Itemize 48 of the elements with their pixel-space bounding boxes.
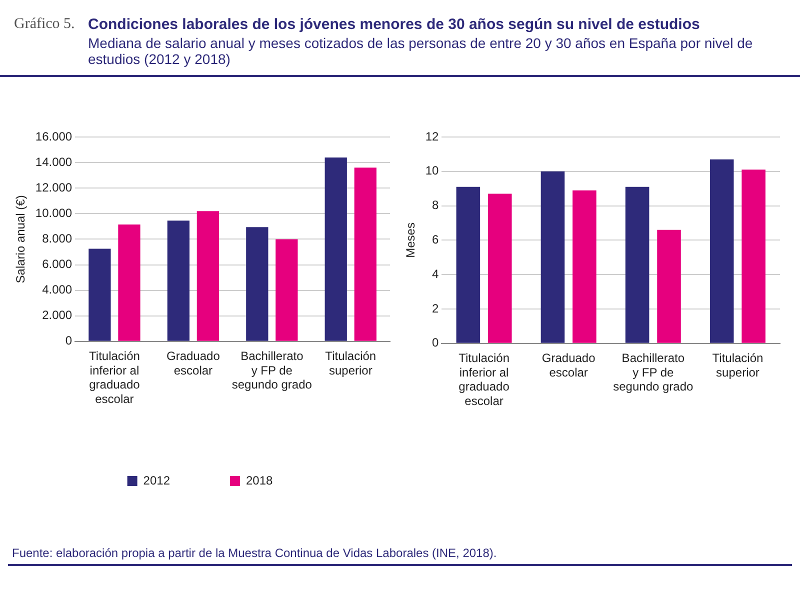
- bar: [354, 168, 376, 341]
- x-tick-label: Bachillerato y FP de segundo grado: [232, 348, 312, 392]
- y-tick-label: 2.000: [42, 308, 72, 322]
- bar: [625, 186, 650, 343]
- x-tick-label: Titulación inferior al graduado escolar: [458, 350, 510, 408]
- bar: [540, 171, 565, 343]
- x-tick-label: Titulación inferior al graduado escolar: [89, 348, 140, 406]
- x-tick-label: Titulación superior: [712, 350, 764, 380]
- y-axis-title: Meses: [404, 222, 418, 258]
- y-tick-label: 12: [425, 129, 440, 144]
- bar: [742, 170, 766, 343]
- legend-label: 2018: [246, 473, 274, 488]
- bar: [88, 248, 111, 341]
- bar: [488, 194, 512, 343]
- y-tick-label: 0: [432, 336, 440, 350]
- y-tick-label: 4.000: [42, 282, 72, 297]
- x-tick-label: Titulación superior: [325, 348, 376, 378]
- bar: [167, 220, 190, 341]
- y-tick-label: 6: [432, 232, 440, 247]
- y-tick-label: 14.000: [35, 154, 72, 169]
- x-tick-label: Graduado escolar: [542, 350, 596, 380]
- y-tick-label: 0: [65, 334, 72, 348]
- bar: [710, 159, 734, 343]
- y-tick-label: 16.000: [35, 129, 72, 144]
- y-tick-label: 8: [432, 198, 440, 212]
- bar: [657, 230, 681, 343]
- y-axis-title: Salario anual (€): [14, 195, 28, 284]
- y-tick-label: 2: [432, 301, 440, 316]
- y-tick-label: 4: [432, 266, 440, 281]
- y-tick-label: 6.000: [42, 257, 72, 272]
- y-tick-label: 12.000: [35, 180, 72, 194]
- bar: [324, 157, 347, 341]
- source-note: Fuente: elaboración propia a partir de la Muestra Continua de Vidas Laborales (INE, 2018).: [12, 546, 497, 560]
- y-tick-label: 10.000: [35, 206, 72, 220]
- bar: [572, 190, 596, 343]
- bar: [246, 227, 268, 341]
- text: Mediana de salario anual y meses cotizados de las personas de entre 20 y 30 años en España por nivel de estudios (2012 y 2018): [88, 35, 754, 67]
- x-tick-label: Graduado escolar: [166, 348, 220, 378]
- bar: [196, 211, 220, 341]
- bar: [456, 186, 480, 343]
- y-tick-label: 10: [425, 164, 440, 178]
- x-tick-label: Bachillerato y FP de segundo grado: [613, 350, 694, 394]
- text: Gráfico 5.: [14, 16, 76, 34]
- chart-title: Condiciones laborales de los jóvenes menores de 30 años según su nivel de estudios: [88, 16, 701, 33]
- bar: [276, 239, 298, 341]
- legend-label: 2012: [143, 473, 170, 488]
- y-tick-label: 8.000: [42, 232, 72, 246]
- bar: [118, 224, 140, 341]
